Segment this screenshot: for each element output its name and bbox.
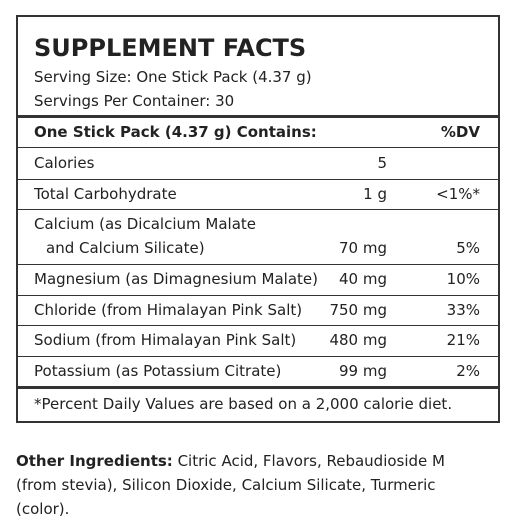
text: Citric Acid, Flavors, Rebaudioside M (fr…: [16, 452, 445, 518]
serving-size: Serving Size: One Stick Pack (4.37 g): [34, 68, 312, 86]
amount: 480 mg: [329, 331, 387, 349]
daily-value: 21%: [446, 331, 480, 349]
amount: 99 mg: [339, 361, 387, 380]
nutrient-name: Potassium (as Potassium Citrate): [34, 361, 282, 380]
amount: 5: [377, 154, 387, 172]
amount: 70 mg: [339, 239, 387, 257]
nutrient-name: Chloride (from Himalayan Pink Salt): [34, 300, 303, 319]
nutrient-name: Sodium (from Himalayan Pink Salt): [34, 331, 297, 349]
rule: [18, 386, 498, 389]
nutrient-name: Calcium (as Dicalcium Malate: [34, 215, 256, 233]
rule: [18, 147, 498, 148]
daily-value: 5%: [456, 239, 480, 257]
facts-panel: [16, 15, 500, 423]
header-dv: %DV: [440, 123, 480, 141]
rule: [18, 209, 498, 210]
label: Other Ingredients:: [16, 452, 173, 470]
rule: [18, 325, 498, 326]
amount: 1 g: [363, 184, 387, 203]
rule: [18, 264, 498, 265]
rule: [18, 179, 498, 180]
rule: [18, 295, 498, 296]
footnote: *Percent Daily Values are based on a 2,0…: [34, 395, 453, 413]
other-ingredients: Other Ingredients: Citric Acid, Flavors,…: [16, 449, 486, 521]
daily-value: <1%*: [436, 184, 480, 203]
nutrient-name: and Calcium Silicate): [46, 239, 205, 257]
daily-value: 10%: [446, 270, 480, 288]
daily-value: 2%: [456, 361, 480, 380]
rule: [18, 115, 498, 118]
header-label: One Stick Pack (4.37 g) Contains:: [34, 123, 317, 141]
title: SUPPLEMENT FACTS: [34, 34, 307, 62]
amount: 750 mg: [329, 300, 387, 319]
servings: Servings Per Container: 30: [34, 92, 235, 110]
nutrient-name: Total Carbohydrate: [34, 184, 177, 203]
nutrient-name: Magnesium (as Dimagnesium Malate): [34, 270, 318, 288]
nutrient-name: Calories: [34, 154, 95, 172]
amount: 40 mg: [339, 270, 387, 288]
daily-value: 33%: [446, 300, 480, 319]
rule: [18, 356, 498, 357]
